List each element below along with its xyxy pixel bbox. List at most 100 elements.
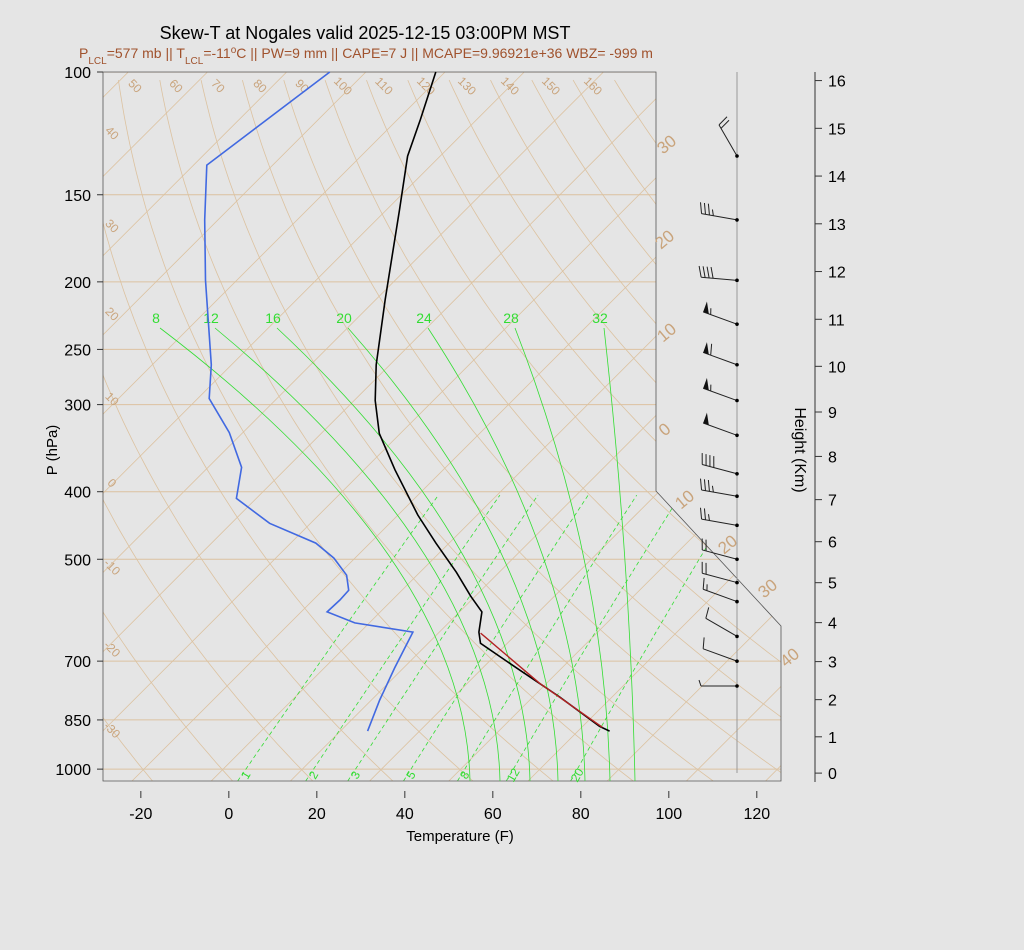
barb-feather: [703, 508, 706, 520]
wind-level-dot: [735, 433, 739, 438]
wind-barb: [700, 202, 739, 222]
moist-adiabat: [514, 327, 611, 782]
barb-half: [698, 679, 702, 687]
barb-feather: [707, 479, 710, 492]
subtitle-part: LCL: [185, 56, 204, 67]
y-tick-label: 150: [64, 188, 91, 205]
wind-barb: [703, 412, 739, 438]
subtitle-part: =-11: [203, 45, 231, 61]
wind-level-dot: [735, 362, 739, 367]
wind-barb: [698, 679, 739, 688]
isotherm: [103, 72, 525, 781]
chart-title: Skew-T at Nogales valid 2025-12-15 03:00…: [160, 23, 571, 43]
barb-feather: [718, 116, 728, 126]
dry-adiabat: [324, 79, 781, 781]
barb-feather: [702, 266, 706, 278]
height-tick-label: 11: [828, 312, 845, 329]
mixing-ratio-line: [403, 494, 589, 781]
barb-feather: [702, 577, 705, 590]
wind-barb: [701, 453, 739, 476]
barb-staff: [701, 489, 738, 497]
subtitle-part: LCL: [88, 56, 107, 67]
mixing-ratio-label: 12: [504, 766, 523, 785]
y-tick-label: 700: [64, 654, 91, 671]
height-tick-label: 0: [828, 766, 837, 783]
barb-feather: [703, 479, 706, 491]
x-tick-label: 100: [655, 806, 682, 823]
dry-adiabat: [103, 80, 474, 781]
wind-level-dot: [735, 398, 739, 403]
dry-adiabat: [572, 79, 781, 781]
height-axis-label: Height (Km): [791, 407, 808, 492]
wind-level-dot: [735, 154, 739, 158]
isotherm: [606, 72, 781, 781]
mixing-ratio-line: [457, 494, 638, 781]
barb-staff: [702, 572, 738, 584]
isotherm: [103, 72, 683, 781]
moist-adiabat: [347, 327, 559, 782]
isotherm: [527, 72, 781, 781]
moist-adiabat-label: 16: [265, 310, 281, 326]
barb-staff: [702, 549, 738, 560]
dry-adiabat: [200, 80, 714, 781]
barb-staff: [705, 617, 738, 637]
mixing-ratio-line: [347, 494, 539, 781]
isotherm: [103, 72, 763, 781]
barb-feather: [702, 637, 705, 649]
wind-barb: [705, 607, 739, 639]
barb-staff: [702, 463, 738, 475]
wind-barb: [701, 561, 739, 585]
y-tick-label: 100: [64, 65, 91, 82]
wind-level-dot: [735, 523, 739, 528]
moist-adiabat: [603, 327, 636, 782]
barb-flag: [703, 342, 709, 355]
profile-line: [203, 71, 415, 732]
isotherm: [103, 72, 604, 781]
y-tick-label: 500: [64, 552, 91, 569]
y-axis-label: P (hPa): [44, 425, 61, 476]
wind-barb: [703, 301, 739, 326]
profile-line: [374, 71, 610, 732]
barb-half: [711, 485, 714, 493]
dry-adiabat: [242, 79, 781, 781]
wind-barb: [703, 342, 739, 367]
isotherm: [103, 72, 287, 781]
profile-line: [480, 632, 603, 728]
subtitle-part: =577 mb || T: [107, 45, 186, 61]
subtitle-part: o: [231, 45, 237, 56]
barb-feather: [700, 507, 703, 520]
isotherm: [103, 72, 367, 781]
x-tick-label: -20: [129, 806, 152, 823]
wind-level-dot: [735, 471, 739, 476]
dry-adiabat: [118, 80, 554, 781]
height-tick-label: 16: [828, 74, 846, 91]
barb-half: [711, 209, 714, 216]
barb-staff: [703, 648, 738, 662]
x-tick-label: 120: [743, 806, 770, 823]
dry-adiabat: [283, 79, 781, 781]
moist-adiabat: [159, 327, 471, 782]
wind-barb: [702, 577, 739, 604]
height-tick-label: 15: [828, 121, 846, 138]
moist-adiabat: [214, 327, 501, 782]
y-tick-label: 300: [64, 398, 91, 415]
isotherm: [103, 72, 446, 781]
moist-adiabat: [427, 327, 586, 782]
barb-staff: [703, 588, 738, 603]
height-tick-label: 13: [828, 217, 846, 234]
moist-adiabat-label: 20: [336, 310, 352, 326]
wind-level-dot: [735, 634, 739, 639]
barb-feather: [720, 119, 730, 129]
height-tick-label: 6: [828, 535, 837, 552]
y-tick-label: 400: [64, 485, 91, 502]
subtitle-part: P: [79, 45, 88, 61]
moist-adiabat-label: 8: [152, 310, 160, 326]
moist-adiabat: [276, 327, 531, 782]
mixing-ratio-line: [305, 494, 501, 781]
x-tick-label: 80: [572, 806, 590, 823]
barb-feather: [706, 266, 710, 278]
isotherm: [210, 72, 781, 781]
